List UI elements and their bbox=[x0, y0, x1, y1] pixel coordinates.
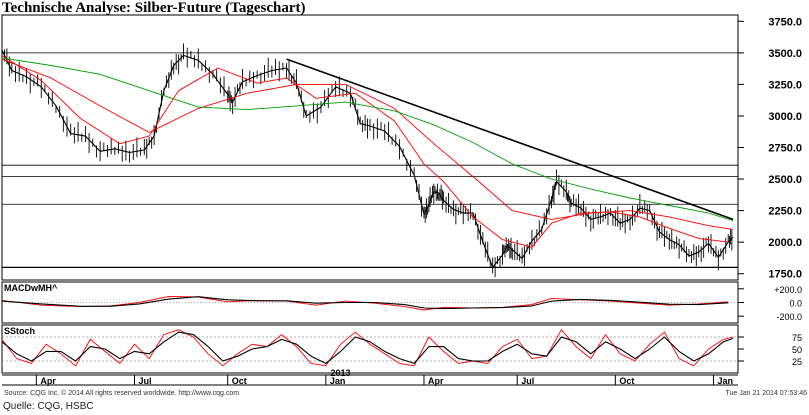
y-tick-label: +200.0 bbox=[774, 285, 802, 295]
stoch-panel-frame bbox=[1, 324, 739, 374]
price-panel-frame bbox=[1, 14, 739, 281]
series-line-ma_fast bbox=[1, 58, 734, 230]
series-line-ma_fast bbox=[1, 295, 729, 311]
series-line-ma_fast bbox=[1, 329, 734, 367]
x-tick-label: Jul bbox=[521, 376, 534, 386]
macd-panel: +200.0 0.0 -200.0 MACDwMH^ bbox=[1, 281, 802, 324]
year-label: 2013 bbox=[331, 368, 351, 378]
y-tick-label: 3000.0 bbox=[768, 111, 802, 123]
x-tick-label: Apr bbox=[428, 376, 444, 386]
indicator-label: SStoch bbox=[4, 326, 35, 336]
stoch-panel: 75 50 25 SStoch bbox=[1, 324, 802, 374]
y-tick-label: 3750.0 bbox=[768, 16, 802, 28]
y-tick-label: -200.0 bbox=[776, 312, 802, 322]
y-tick-label: 2500.0 bbox=[768, 174, 802, 186]
series-line-ma_fast bbox=[1, 55, 729, 248]
x-tick-label: Jan bbox=[717, 376, 733, 386]
indicator-label: MACDwMH^ bbox=[4, 283, 58, 293]
x-tick-label: Jul bbox=[138, 376, 151, 386]
source-note: Source: CQG Inc. © 2014 All rights reser… bbox=[4, 390, 240, 397]
source-credit: Quelle: CQG, HSBC bbox=[3, 401, 94, 412]
series-line-price bbox=[1, 50, 734, 268]
y-tick-label: 2250.0 bbox=[768, 206, 802, 218]
y-tick-label: 0.0 bbox=[789, 299, 802, 309]
x-tick-label: Oct bbox=[619, 376, 634, 386]
y-tick-label: 1750.0 bbox=[768, 269, 802, 281]
series-line-price bbox=[1, 296, 729, 310]
y-tick-label: 2000.0 bbox=[768, 237, 802, 249]
y-tick-label: 3250.0 bbox=[768, 79, 802, 91]
trend-line bbox=[286, 58, 734, 221]
series-line-price bbox=[1, 331, 734, 364]
chart-title: Technische Analyse: Silber-Future (Tages… bbox=[2, 0, 306, 16]
x-tick-label: Oct bbox=[232, 376, 247, 386]
y-tick-label: 25 bbox=[792, 357, 802, 367]
y-tick-label: 3500.0 bbox=[768, 48, 802, 60]
price-panel: 1750.0 2000.0 2250.0 2500.0 2750.0 3000.0 3250… bbox=[1, 14, 802, 281]
x-tick-label: Jan bbox=[330, 376, 346, 386]
series-line-ma_slow bbox=[1, 57, 734, 222]
y-tick-label: 75 bbox=[792, 333, 802, 343]
y-tick-label: 2750.0 bbox=[768, 143, 802, 155]
timestamp: Tue Jan 21 2014 07:53:46 bbox=[725, 390, 807, 397]
x-tick-label: Apr bbox=[40, 376, 56, 386]
y-tick-label: 50 bbox=[792, 345, 802, 355]
